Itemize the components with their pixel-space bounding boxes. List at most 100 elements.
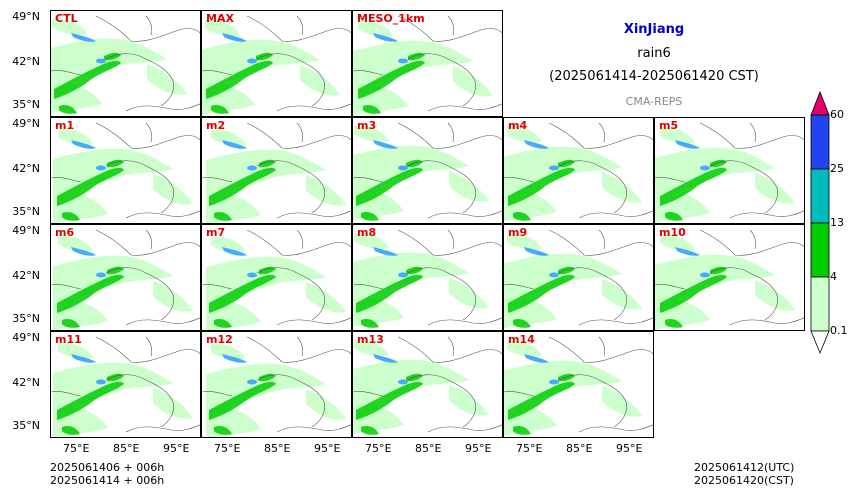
border-line (105, 160, 174, 214)
light-rain-area (306, 175, 346, 206)
lon-label: 95°E (616, 442, 643, 455)
border-line (353, 177, 384, 183)
panel-label: m1 (55, 119, 75, 132)
moderate-rain-area (107, 266, 124, 275)
lon-label: 85°E (415, 442, 442, 455)
precip-map (655, 122, 804, 223)
region-title: XinJiang (623, 22, 685, 37)
border-line (256, 53, 325, 107)
lake-shape (222, 140, 247, 149)
light-rain-area (211, 343, 246, 360)
light-rain-area (153, 388, 193, 419)
border-line (397, 15, 502, 42)
moderate-rain-area (57, 167, 124, 206)
panel-label: m4 (508, 119, 528, 132)
border-line (202, 284, 233, 290)
light-rain-area (211, 236, 246, 253)
precip-map (51, 229, 200, 330)
light-rain-area (449, 171, 489, 202)
border-line (504, 284, 535, 290)
colorbar-tick: 0.1 (830, 324, 848, 337)
moderate-rain-area (214, 318, 232, 328)
colorbar-segment (810, 114, 830, 170)
lon-label: 95°E (465, 442, 492, 455)
lat-label: 42°N (12, 55, 40, 68)
moderate-rain-area (206, 60, 273, 99)
light-rain-area (52, 18, 87, 35)
border-line (95, 15, 200, 42)
colorbar-tick: 25 (830, 162, 844, 175)
border-line (578, 317, 653, 326)
border-line (548, 229, 653, 256)
moderate-rain-area (54, 60, 121, 99)
map-panel-m13: m13 (352, 331, 503, 438)
moderate-rain-area (513, 318, 531, 328)
panel-label: m5 (659, 119, 679, 132)
border-line (407, 374, 476, 428)
border-line (578, 424, 653, 433)
border-line (145, 15, 153, 36)
moderate-rain-area (259, 373, 276, 382)
source-title: CMA-REPS (625, 95, 683, 108)
lake-shape (700, 165, 710, 171)
border-line (709, 160, 778, 214)
colorbar-tick: 13 (830, 216, 844, 229)
lake-shape (96, 272, 106, 278)
border-line (548, 122, 653, 149)
border-line (558, 267, 627, 321)
moderate-rain-area (665, 318, 683, 328)
border-line (699, 229, 804, 256)
lake-shape (222, 247, 247, 256)
border-line (655, 284, 686, 290)
colorbar-segment (810, 168, 830, 224)
border-line (709, 267, 778, 321)
map-panel-meso-1km: MESO_1km (352, 10, 503, 117)
moderate-rain-area (214, 425, 232, 435)
colorbar-segment (810, 276, 830, 332)
lake-shape (96, 58, 106, 64)
border-line (95, 229, 200, 256)
precip-map (353, 122, 502, 221)
lat-label: 49°N (12, 10, 40, 23)
light-rain-area (449, 278, 489, 309)
panel-label: m11 (55, 333, 82, 346)
moderate-rain-area (363, 104, 381, 114)
map-panel-m5: m5 (654, 117, 805, 224)
lon-label: 75°E (365, 442, 392, 455)
map-panel-m11: m11 (50, 331, 201, 438)
border-line (447, 15, 455, 36)
precip-map (202, 122, 351, 223)
border-line (296, 15, 304, 36)
map-panel-m14: m14 (503, 331, 654, 438)
lake-shape (373, 33, 398, 42)
border-line (504, 391, 535, 397)
light-rain-area (147, 64, 187, 95)
utc-time: 2025061412(UTC) (694, 461, 795, 474)
border-line (353, 70, 384, 76)
map-panel-m4: m4 (503, 117, 654, 224)
lake-shape (524, 140, 549, 149)
panel-label: m3 (357, 119, 377, 132)
panel-label: CTL (55, 12, 78, 25)
border-line (558, 160, 627, 214)
panel-label: m10 (659, 226, 686, 239)
moderate-rain-area (259, 159, 276, 168)
map-panel-m2: m2 (201, 117, 352, 224)
lat-label: 35°N (12, 98, 40, 111)
moderate-rain-area (513, 425, 531, 435)
lake-shape (247, 379, 257, 385)
moderate-rain-area (209, 274, 276, 313)
lat-label: 42°N (12, 162, 40, 175)
moderate-rain-area (57, 274, 124, 313)
border-line (427, 424, 502, 433)
panel-label: m2 (206, 119, 226, 132)
border-line (749, 229, 757, 250)
border-line (447, 336, 455, 357)
moderate-rain-area (107, 159, 124, 168)
border-line (296, 122, 304, 143)
border-line (296, 336, 304, 357)
lake-shape (398, 58, 408, 64)
border-line (397, 229, 502, 256)
moderate-rain-area (356, 274, 423, 313)
moderate-rain-area (57, 381, 124, 420)
